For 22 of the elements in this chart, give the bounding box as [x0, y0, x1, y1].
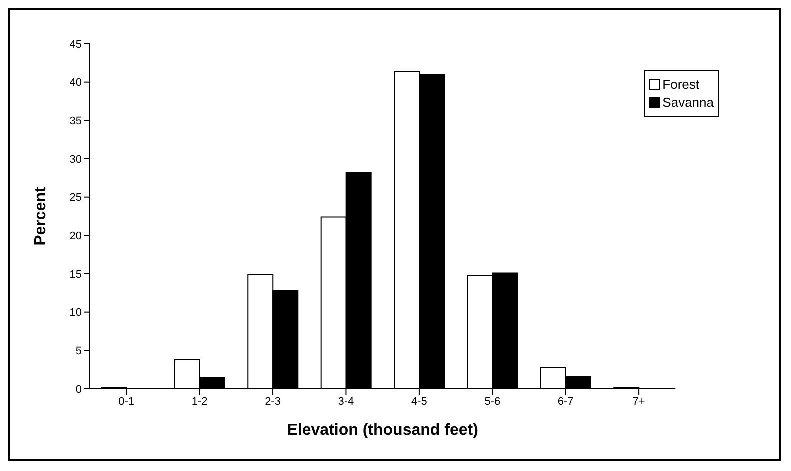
- x-tick-label: 4-5: [411, 396, 428, 408]
- y-tick-label: 35: [70, 116, 82, 128]
- y-tick-label: 10: [70, 307, 82, 320]
- y-tick-label: 0: [76, 384, 82, 396]
- x-tick-label: 1-2: [192, 396, 208, 408]
- x-axis-title: Elevation (thousand feet): [287, 422, 478, 439]
- x-tick-label: 7+: [632, 396, 646, 408]
- y-tick-label: 25: [70, 192, 82, 204]
- y-tick-label: 45: [70, 38, 82, 51]
- y-tick-label: 5: [76, 346, 82, 358]
- y-tick-label: 40: [70, 77, 82, 90]
- y-tick-label: 30: [70, 154, 82, 166]
- x-tick-label: 5-6: [484, 396, 501, 408]
- y-tick-label: 20: [70, 230, 82, 243]
- y-axis-title: Percent: [32, 186, 50, 246]
- y-tick-label: 15: [70, 268, 82, 281]
- x-tick-label: 3-4: [338, 396, 354, 408]
- x-tick-label: 2-3: [265, 396, 281, 408]
- legend-label: Forest: [662, 77, 700, 92]
- x-tick-label: 6-7: [558, 396, 574, 408]
- x-tick-label: 0-1: [118, 396, 135, 408]
- legend-label: Savanna: [662, 95, 714, 110]
